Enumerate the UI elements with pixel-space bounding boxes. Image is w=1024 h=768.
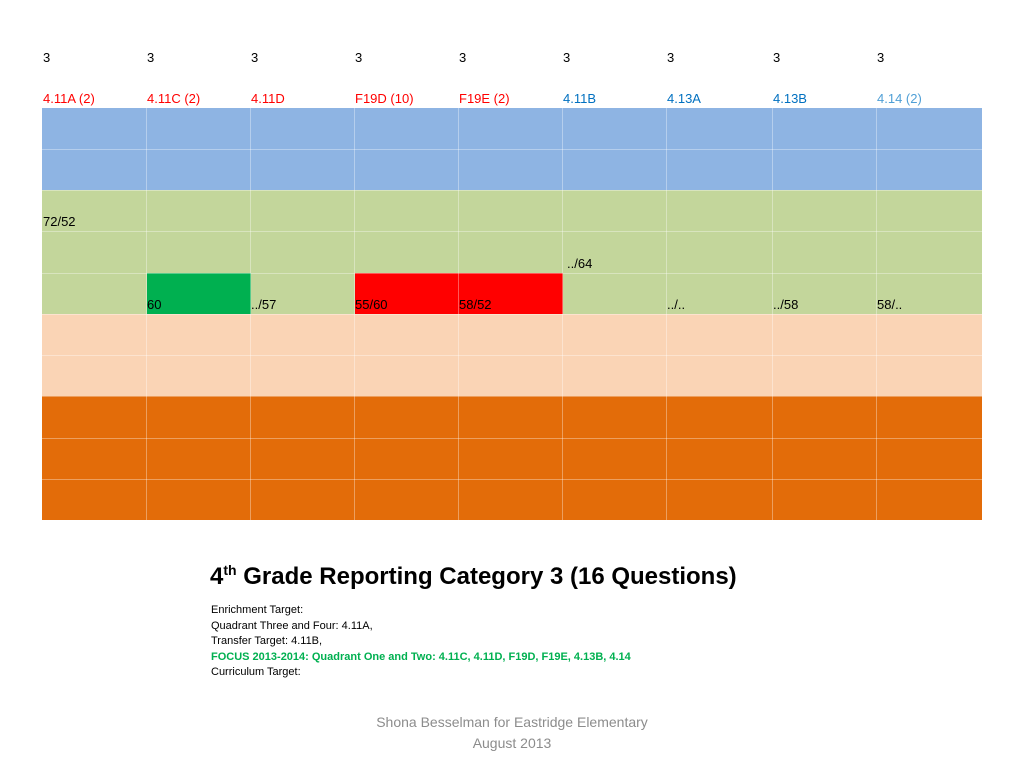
grid-line	[458, 108, 459, 520]
grid-line	[354, 108, 355, 520]
score-label: ../58	[773, 297, 799, 312]
standard-label: 4.14 (2)	[877, 91, 922, 106]
grid-line	[772, 108, 773, 520]
standard-label: 4.11B	[563, 91, 597, 106]
grid-line	[42, 396, 982, 397]
grid-line	[42, 355, 982, 356]
grid-line	[146, 108, 147, 520]
grid-line	[42, 149, 982, 150]
grid-line	[42, 273, 982, 274]
category-number: 3	[459, 50, 467, 65]
score-label: ../64	[567, 256, 593, 271]
standard-label: 4.13A	[667, 91, 701, 106]
grid-line	[42, 438, 982, 439]
blue-band	[42, 108, 982, 190]
focus-note: FOCUS 2013-2014: Quadrant One and Two: 4…	[211, 651, 631, 663]
grid-line	[42, 479, 982, 480]
note-line: Transfer Target: 4.11B,	[211, 635, 323, 647]
score-label: 60	[147, 297, 162, 312]
title-grade: 4	[210, 563, 224, 590]
highlight-cell-green	[147, 273, 251, 314]
note-line: Enrichment Target:	[211, 604, 304, 616]
category-number: 3	[251, 50, 259, 65]
score-label: 58/52	[459, 297, 492, 312]
standard-label: 4.13B	[773, 91, 807, 106]
grid-line	[666, 108, 667, 520]
title-suffix: th	[223, 562, 237, 578]
footer-date: August 2013	[472, 735, 552, 751]
score-label: 58/..	[877, 297, 903, 312]
highlight-cell-red	[355, 273, 563, 314]
grid-line	[42, 190, 982, 191]
grid-line	[42, 231, 982, 232]
orange-band	[42, 396, 982, 520]
standard-label: F19E (2)	[459, 91, 510, 106]
category-number: 3	[773, 50, 781, 65]
standard-label: 4.11C (2)	[147, 91, 201, 106]
standard-label: 4.11A (2)	[43, 91, 95, 106]
category-number: 3	[147, 50, 155, 65]
note-line: Curriculum Target:	[211, 666, 301, 678]
standard-label: F19D (10)	[355, 91, 414, 106]
standard-label: 4.11D	[251, 91, 285, 106]
grid-line	[42, 314, 982, 315]
footer-author: Shona Besselman for Eastridge Elementary	[376, 714, 648, 730]
grid-line	[562, 108, 563, 520]
category-number: 3	[355, 50, 363, 65]
category-number: 3	[563, 50, 571, 65]
category-number: 3	[877, 50, 885, 65]
quadrant-grid: 72/52 60 ../57 55/60 58/52 ../64 ../.. .…	[42, 108, 982, 520]
note-line: Quadrant Three and Four: 4.11A,	[211, 620, 373, 632]
score-label: ../57	[251, 297, 277, 312]
grid-line	[250, 108, 251, 520]
category-number: 3	[43, 50, 51, 65]
title-text: Grade Reporting Category 3 (16 Questions…	[236, 563, 737, 590]
page-title: 4th Grade Reporting Category 3 (16 Quest…	[210, 563, 737, 591]
score-label: 55/60	[355, 297, 388, 312]
grid-line	[876, 108, 877, 520]
score-label: ../..	[667, 297, 686, 312]
score-label: 72/52	[43, 214, 76, 229]
category-number: 3	[667, 50, 675, 65]
peach-band	[42, 314, 982, 396]
